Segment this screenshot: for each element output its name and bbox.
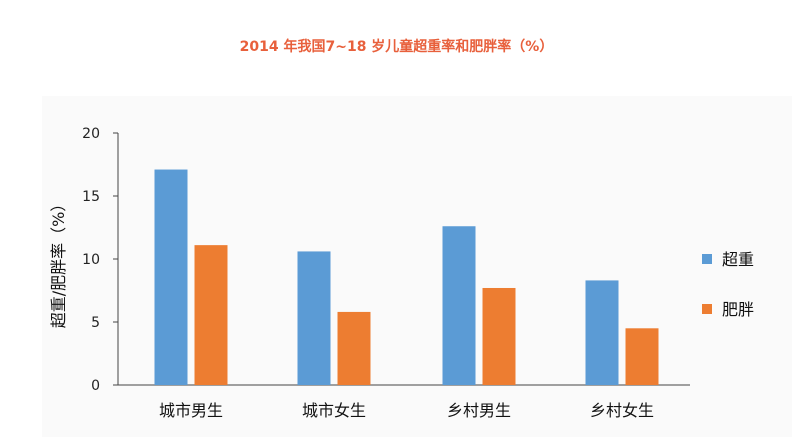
x-tick-label: 乡村女生 [590, 401, 654, 420]
y-tick-label: 15 [82, 189, 100, 205]
bar-obesity [337, 311, 371, 385]
y-tick-label: 0 [91, 378, 100, 394]
legend-label: 肥胖 [722, 300, 754, 319]
y-tick-label: 10 [82, 252, 100, 268]
x-tick-label: 乡村男生 [447, 401, 511, 420]
bar-overweight [585, 280, 619, 385]
chart-title: 2014 年我国7~18 岁儿童超重率和肥胖率（%） [239, 39, 554, 55]
bar-overweight [442, 226, 476, 385]
bar-obesity [194, 245, 228, 385]
y-tick-label: 5 [91, 315, 100, 331]
bar-overweight [297, 251, 331, 385]
x-tick-label: 城市女生 [302, 401, 366, 420]
bar-obesity [482, 287, 516, 385]
legend-swatch [702, 304, 712, 314]
y-axis-label: 超重/肥胖率（%） [49, 196, 68, 329]
legend-label: 超重 [722, 250, 754, 269]
bar-overweight [154, 169, 188, 385]
y-tick-label: 20 [82, 126, 100, 142]
legend-swatch [702, 254, 712, 264]
bar-obesity [625, 328, 659, 385]
x-tick-label: 城市男生 [159, 401, 223, 420]
